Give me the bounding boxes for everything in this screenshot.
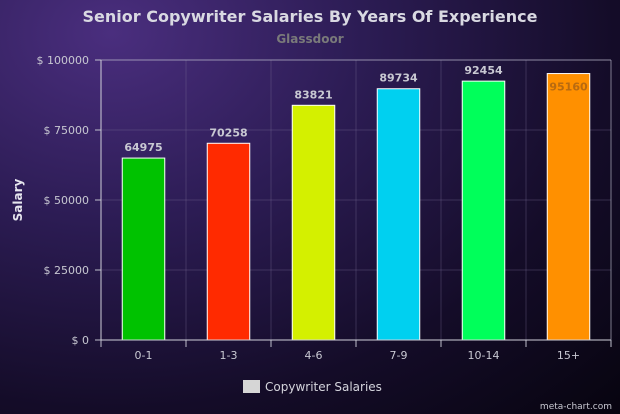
bar-7-9[interactable]: [376, 88, 421, 341]
data-label-7-9: 89734: [379, 72, 418, 85]
y-axis-label: Salary: [11, 178, 25, 221]
y-tick-label-2: $ 50000: [44, 194, 90, 207]
y-tick-label-3: $ 75000: [44, 124, 90, 137]
data-label-10-14: 92454: [464, 64, 503, 77]
x-tick-label-4-6: 4-6: [305, 349, 323, 362]
bar-0-1[interactable]: [121, 157, 166, 341]
bar-4-6[interactable]: [291, 104, 336, 341]
data-label-15+: 95160: [549, 81, 588, 94]
bar-1-3[interactable]: [206, 142, 251, 341]
x-axis-ticks: 0-1 1-3 4-6 7-9 10-14 15+: [100, 340, 612, 362]
x-tick-label-10-14: 10-14: [468, 349, 500, 362]
gridlines: [101, 59, 611, 340]
bar-15+[interactable]: [546, 73, 591, 341]
data-label-1-3: 70258: [209, 126, 247, 139]
bars: 64975 70258 83821 89734 92454 95160: [121, 64, 591, 341]
chart-title: Senior Copywriter Salaries By Years Of E…: [83, 7, 538, 26]
legend-swatch: [243, 380, 260, 393]
bar-10-14[interactable]: [461, 80, 506, 341]
y-tick-label-1: $ 25000: [44, 264, 90, 277]
y-tick-label-4: $ 100000: [37, 54, 90, 67]
chart-subtitle: Glassdoor: [276, 32, 343, 46]
x-tick-label-0-1: 0-1: [135, 349, 153, 362]
axes: [100, 59, 612, 341]
x-tick-label-7-9: 7-9: [390, 349, 408, 362]
data-label-0-1: 64975: [124, 141, 162, 154]
legend-label: Copywriter Salaries: [265, 380, 382, 394]
data-label-4-6: 83821: [294, 88, 332, 101]
x-tick-label-1-3: 1-3: [220, 349, 238, 362]
credit-text: meta-chart.com: [540, 402, 612, 412]
x-tick-label-15+: 15+: [557, 349, 580, 362]
y-tick-label-0: $ 0: [72, 334, 90, 347]
y-axis-ticks: $ 0 $ 25000 $ 50000 $ 75000 $ 100000: [37, 54, 101, 347]
legend[interactable]: Copywriter Salaries: [243, 380, 382, 394]
